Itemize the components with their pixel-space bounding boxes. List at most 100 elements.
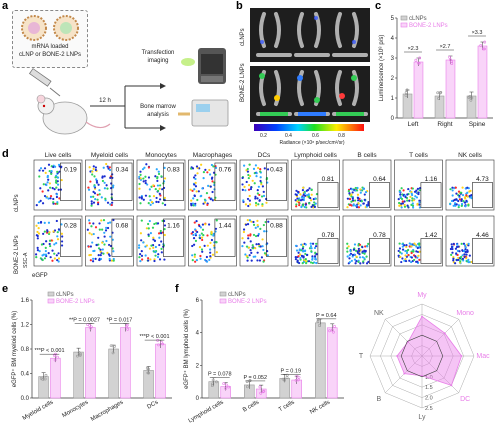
flow-event <box>105 226 108 229</box>
flow-event <box>58 197 61 200</box>
data-point <box>113 345 116 348</box>
flow-event <box>200 248 204 251</box>
flow-plot-frame <box>188 159 237 211</box>
flow-event <box>304 243 307 246</box>
flow-event <box>246 259 249 262</box>
flow-event <box>364 250 367 253</box>
flow-event <box>358 249 361 252</box>
flow-event <box>99 248 102 251</box>
flow-event <box>36 249 40 252</box>
flow-event <box>397 198 400 201</box>
flow-event <box>215 251 218 254</box>
flow-event <box>191 244 194 248</box>
flow-event <box>44 246 47 249</box>
colorbar-tick-3: 0.6 <box>312 133 319 139</box>
flow-event <box>457 199 460 203</box>
flow-event <box>201 238 204 242</box>
flow-event <box>140 239 143 242</box>
flow-event <box>261 245 264 248</box>
flow-event <box>467 258 470 261</box>
y-tick-label: 0 <box>196 396 200 402</box>
flow-event <box>460 204 463 207</box>
data-point <box>259 391 263 395</box>
flow-event <box>457 258 460 261</box>
flow-event <box>90 204 93 207</box>
flow-event <box>415 245 418 248</box>
category-label: Lymphoid cells <box>188 400 225 425</box>
flow-event <box>266 181 269 184</box>
flow-event <box>254 201 258 205</box>
flow-event <box>211 190 214 194</box>
flow-event <box>247 237 250 240</box>
flow-event <box>139 173 142 176</box>
flow-event <box>243 241 246 244</box>
flow-event <box>463 196 467 199</box>
bar <box>315 322 326 399</box>
flow-event <box>195 220 198 223</box>
data-point <box>438 91 442 95</box>
flow-event <box>92 195 95 198</box>
flow-gate-value: 0.68 <box>116 223 129 230</box>
flow-event <box>452 256 455 259</box>
flow-event <box>464 205 467 208</box>
flow-event <box>401 243 404 246</box>
flow-event <box>55 186 58 189</box>
flow-event <box>241 245 244 248</box>
flow-event <box>295 193 298 197</box>
flow-event <box>310 188 313 192</box>
flow-event <box>261 238 264 241</box>
flow-event <box>412 206 415 209</box>
d-x-axis-label: eGFP <box>32 273 48 279</box>
flow-event <box>400 197 404 201</box>
flow-event <box>242 199 245 202</box>
flow-event <box>192 204 195 207</box>
flow-event <box>57 163 61 166</box>
flow-event <box>258 199 261 202</box>
data-point <box>332 330 335 334</box>
flow-event <box>398 242 401 245</box>
radar-data-point <box>396 355 398 357</box>
mouse-icon <box>36 94 111 135</box>
flow-event <box>464 246 467 249</box>
flow-event <box>412 199 415 202</box>
flow-event <box>315 261 318 265</box>
flow-event <box>205 255 208 259</box>
flow-event <box>411 187 414 190</box>
flow-event <box>47 252 50 255</box>
flow-event <box>347 190 350 193</box>
flow-event <box>56 238 60 241</box>
flow-event <box>209 255 212 258</box>
flow-event <box>95 243 98 247</box>
flow-event <box>154 187 157 191</box>
flow-event <box>213 246 216 249</box>
flow-event <box>50 170 53 173</box>
legend-label: cLNPs <box>228 292 246 298</box>
y-tick-label: 0.4 <box>21 372 30 378</box>
flow-event <box>314 258 318 261</box>
flow-gate <box>111 218 133 257</box>
flow-event <box>43 194 47 198</box>
flow-event <box>418 189 421 192</box>
flow-event <box>99 250 102 253</box>
flow-event <box>410 260 413 264</box>
flow-event <box>154 254 157 257</box>
flow-event <box>468 254 471 257</box>
flow-event <box>245 180 248 184</box>
flow-event <box>401 245 404 248</box>
flow-event <box>47 189 50 192</box>
bar <box>155 343 166 399</box>
flow-event <box>56 176 60 179</box>
flow-event <box>199 257 202 260</box>
bone-images <box>250 8 370 122</box>
flow-event <box>357 202 360 205</box>
legend-swatch <box>400 22 408 28</box>
flow-event <box>295 249 299 252</box>
flow-event <box>454 186 457 189</box>
flow-event <box>397 254 400 257</box>
significance-label: **P = 0.0027 <box>69 318 100 324</box>
data-point <box>160 341 164 344</box>
flow-event <box>138 244 141 247</box>
flow-event <box>456 249 459 253</box>
bar <box>73 351 84 399</box>
